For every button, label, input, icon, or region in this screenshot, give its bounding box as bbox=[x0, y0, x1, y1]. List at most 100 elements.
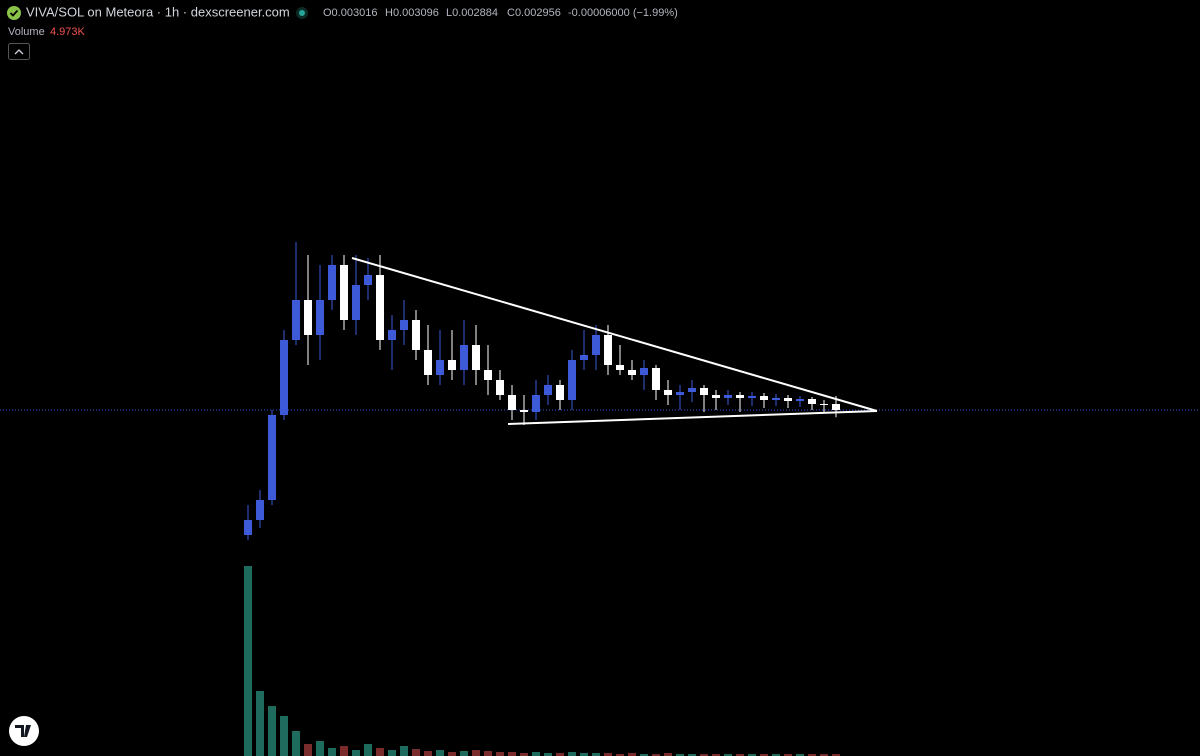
candle-body bbox=[352, 285, 360, 320]
candle-body bbox=[652, 368, 660, 390]
candle-body bbox=[784, 398, 792, 401]
candle-body bbox=[340, 265, 348, 320]
volume-bar bbox=[412, 749, 420, 756]
volume-bar bbox=[244, 566, 252, 756]
volume-bar bbox=[460, 751, 468, 756]
volume-bar bbox=[256, 691, 264, 756]
candle-body bbox=[292, 300, 300, 340]
volume-bar bbox=[520, 753, 528, 756]
volume-bar bbox=[484, 751, 492, 756]
candle-body bbox=[592, 335, 600, 355]
status-dot bbox=[299, 10, 305, 16]
volume-bar bbox=[604, 753, 612, 756]
volume-bar bbox=[316, 741, 324, 756]
volume-bar bbox=[496, 752, 504, 756]
ohlc-close: C0.002956 bbox=[507, 7, 561, 19]
volume-bar bbox=[268, 706, 276, 756]
volume-bar bbox=[580, 753, 588, 756]
candle-body bbox=[304, 300, 312, 335]
ohlc-open: O0.003016 bbox=[323, 7, 377, 19]
candle-body bbox=[736, 395, 744, 398]
ohlc-high: H0.003096 bbox=[385, 7, 439, 19]
candle-body bbox=[712, 395, 720, 398]
candle-body bbox=[316, 300, 324, 335]
volume-bar bbox=[568, 752, 576, 756]
collapse-caret bbox=[14, 49, 24, 55]
candle-body bbox=[748, 396, 756, 398]
candle-body bbox=[724, 395, 732, 398]
volume-bar bbox=[472, 750, 480, 756]
candle-body bbox=[280, 340, 288, 415]
candle-body bbox=[556, 385, 564, 400]
candle-body bbox=[700, 388, 708, 395]
candle-body bbox=[484, 370, 492, 380]
volume-bar bbox=[772, 754, 780, 756]
volume-bar bbox=[436, 750, 444, 756]
tv-logo-mark bbox=[15, 725, 31, 737]
volume-bar bbox=[292, 731, 300, 756]
ohlc-change: -0.00006000 (−1.99%) bbox=[568, 7, 678, 19]
trend-line-lower bbox=[507, 410, 878, 425]
candle-body bbox=[568, 360, 576, 400]
volume-bar bbox=[328, 748, 336, 756]
verified-icon bbox=[7, 6, 21, 20]
plot-area bbox=[0, 242, 1200, 756]
candle-body bbox=[604, 335, 612, 365]
volume-bar bbox=[616, 754, 624, 756]
volume-bar bbox=[448, 752, 456, 756]
volume-bar bbox=[340, 746, 348, 756]
candle-body bbox=[388, 330, 396, 340]
volume-bar bbox=[628, 753, 636, 756]
candle-body bbox=[256, 500, 264, 520]
candle-body bbox=[544, 385, 552, 395]
volume-bar bbox=[556, 753, 564, 756]
volume-bar bbox=[376, 748, 384, 756]
candle-body bbox=[676, 392, 684, 395]
candle-body bbox=[664, 390, 672, 395]
candle-body bbox=[460, 345, 468, 370]
volume-bar bbox=[424, 751, 432, 756]
volume-bar bbox=[760, 754, 768, 756]
volume-bar bbox=[796, 754, 804, 756]
volume-bar bbox=[724, 754, 732, 756]
volume-bar bbox=[280, 716, 288, 756]
volume-bar bbox=[532, 752, 540, 756]
candle-body bbox=[580, 355, 588, 360]
candle-body bbox=[628, 370, 636, 375]
candle-body bbox=[400, 320, 408, 330]
collapse-button[interactable] bbox=[8, 43, 30, 60]
volume-bar bbox=[364, 744, 372, 756]
candle-body bbox=[448, 360, 456, 370]
candle-body bbox=[376, 275, 384, 340]
volume-bar bbox=[664, 753, 672, 756]
ohlc-low: L0.002884 bbox=[446, 7, 498, 19]
volume-bar bbox=[688, 754, 696, 756]
volume-bar bbox=[400, 746, 408, 756]
volume-bar bbox=[640, 754, 648, 756]
volume-bar bbox=[736, 754, 744, 756]
candle-body bbox=[688, 388, 696, 392]
volume-bar bbox=[592, 753, 600, 756]
volume-bar bbox=[784, 754, 792, 756]
candle-body bbox=[472, 345, 480, 370]
volume-bar bbox=[544, 753, 552, 756]
candle-body bbox=[412, 320, 420, 350]
candle-body bbox=[364, 275, 372, 285]
candle-body bbox=[640, 368, 648, 375]
volume-bar bbox=[388, 750, 396, 756]
candle-body bbox=[808, 399, 816, 404]
volume-bar bbox=[808, 754, 816, 756]
volume-bar bbox=[748, 754, 756, 756]
trend-line-upper bbox=[351, 257, 878, 412]
candle-body bbox=[772, 398, 780, 400]
candle-body bbox=[820, 404, 828, 405]
volume-bar bbox=[652, 754, 660, 756]
candle-body bbox=[244, 520, 252, 535]
candle-body bbox=[436, 360, 444, 375]
volume-bar bbox=[700, 754, 708, 756]
candle-body bbox=[532, 395, 540, 412]
volume-bar bbox=[820, 754, 828, 756]
candle-body bbox=[508, 395, 516, 410]
